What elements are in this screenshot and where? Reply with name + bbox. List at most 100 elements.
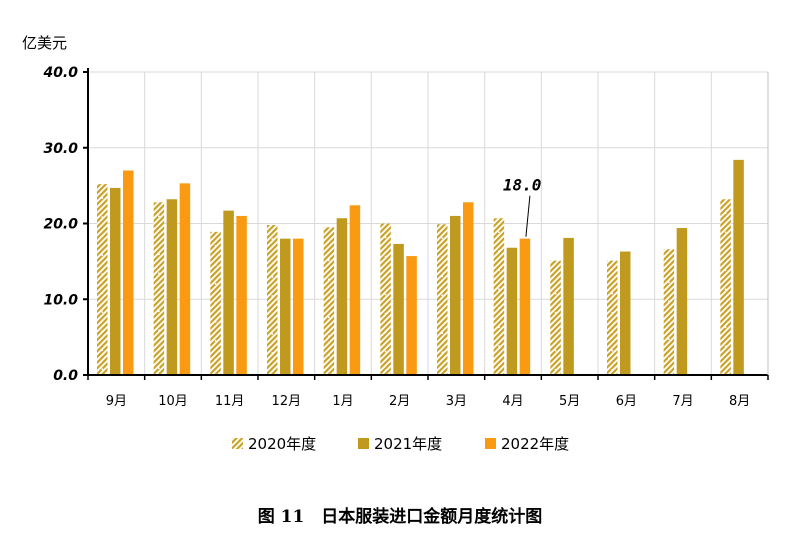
x-tick-label: 2月 [389,394,410,409]
bar-pattern-dot [328,297,330,300]
x-tick-label: 5月 [559,394,580,409]
bar-pattern-dot [214,244,217,247]
bar-pattern-dot [724,345,727,348]
bar-pattern-dot [384,274,387,277]
y-tick-label: 20.0 [43,217,78,233]
bar-pattern-dot [158,348,160,351]
bar-pattern-dot [441,256,444,259]
bar-pattern-dot [611,273,614,276]
bar-2021年度-5月 [563,237,574,375]
bar-pattern-dot [668,357,670,360]
legend-label: 2021年度 [374,435,442,453]
bar-2020年度-1月 [323,227,335,375]
bar-pattern-dot [101,368,104,371]
bar-pattern-dot [498,364,500,367]
legend-swatch-2020年度 [232,438,243,449]
bar-2022年度-4月 [519,238,531,375]
bar-2020年度-6月 [607,260,618,375]
bar-pattern-dot [668,300,670,303]
bar-pattern-dot [101,330,104,333]
bar-pattern-dot [441,294,444,297]
legend-swatch-2022年度 [485,438,496,449]
bar-pattern-dot [271,295,274,297]
y-tick-label: 10.0 [43,292,78,308]
bar-pattern-dot [101,349,104,352]
bar-pattern-dot [158,291,160,294]
bar-pattern-dot [158,215,160,218]
bar-2020年度-5月 [550,260,561,375]
bar-pattern-dot [441,332,444,335]
annotations: 18.0 [503,176,541,237]
bar-pattern-dot [158,329,160,332]
bar-pattern-dot [554,368,557,371]
y-axis-label: 亿美元 [22,34,67,52]
x-tick-label: 4月 [502,394,523,409]
bar-2021年度-6月 [620,251,631,375]
y-tick-labels: 0.0 10.0 20.0 30.0 40.0 [42,65,78,384]
bar-pattern-dot [101,292,104,295]
bar-pattern-dot [611,292,614,295]
bar-pattern-dot [271,352,274,354]
bar-2022年度-2月 [406,256,417,375]
bar-pattern-dot [271,257,274,259]
bar-pattern-dot [611,349,614,352]
y-tick-label: 0.0 [53,368,78,384]
y-tick-label: 40.0 [42,65,78,81]
annotation-leader-line [525,195,531,237]
bar-pattern-dot [101,273,104,276]
bar-pattern-dot [668,262,670,265]
bar-pattern-dot [611,368,614,371]
legend-label: 2022年度 [501,435,569,453]
bar-pattern-dot [328,278,330,281]
bar-2022年度-10月 [179,183,191,375]
bar-pattern-dot [498,345,500,348]
bar-pattern-dot [158,234,160,237]
bar-pattern-dot [271,314,274,316]
x-tick-label: 11月 [215,394,245,409]
chart-title: 图 11 日本服装进口金额月度统计图 [258,506,543,527]
bar-2020年度-2月 [380,223,391,375]
bar-pattern-dot [158,253,160,256]
bar-pattern-dot [384,293,387,296]
bar-pattern-dot [498,231,500,234]
bar-pattern-dot [101,235,104,238]
bar-pattern-dot [554,311,557,314]
bar-2021年度-10月 [166,199,178,375]
bar-pattern-dot [384,255,387,258]
bar-pattern-dot [271,276,274,278]
bar-pattern-dot [328,316,330,319]
x-tick-label: 9月 [106,394,127,409]
bar-pattern-dot [271,238,274,240]
bar-pattern-dot [101,197,104,200]
bar-pattern-dot [214,339,217,342]
bar-pattern-dot [611,311,614,314]
bar-pattern-dot [158,367,160,370]
bar-2020年度-10月 [153,202,165,375]
bar-pattern-dot [214,263,217,266]
bar-pattern-dot [384,350,387,353]
bar-pattern-dot [328,335,330,338]
bar-pattern-dot [384,236,387,239]
bar-pattern-dot [384,369,387,372]
bar-pattern-dot [101,254,104,257]
bar-2021年度-8月 [733,159,744,375]
legend-label: 2020年度 [248,435,316,453]
legend: 2020年度 2021年度 2022年度 [232,435,569,453]
bar-pattern-dot [441,237,444,240]
bar-pattern-dot [498,269,500,272]
bar-2020年度-4月 [493,218,505,375]
bar-2022年度-3月 [463,202,474,375]
bar-2022年度-9月 [123,170,134,375]
bar-2020年度-12月 [267,225,278,375]
x-tick-label: 3月 [446,394,467,409]
bar-pattern-dot [158,272,160,275]
bar-2020年度-8月 [720,199,731,375]
bar-2021年度-9月 [110,187,121,375]
bar-pattern-dot [611,330,614,333]
bar-pattern-dot [214,358,217,361]
bar-2020年度-7月 [663,249,675,375]
bars [97,159,744,375]
bar-pattern-dot [554,273,557,276]
bar-2021年度-1月 [336,218,348,375]
